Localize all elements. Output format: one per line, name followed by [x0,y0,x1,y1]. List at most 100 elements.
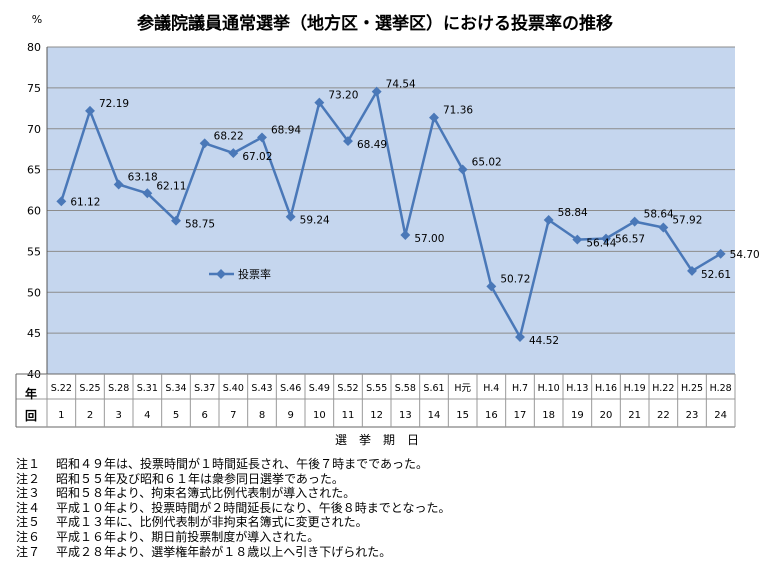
x-round-label: 3 [115,410,121,421]
data-marker [228,148,239,159]
data-label: 57.00 [414,233,444,245]
x-category-label: H.19 [624,383,646,394]
note-6: 注６ 平成１６年より、期日前投票制度が導入された。 [16,530,756,545]
note-label: 注３ [16,486,41,501]
x-category-label: S.43 [251,383,272,394]
data-label: 58.64 [644,209,674,221]
x-category-label: S.40 [223,383,244,394]
data-label: 56.44 [586,238,616,250]
x-round-label: 9 [287,410,293,421]
y-axis-unit: % [32,13,42,26]
data-marker [400,230,411,240]
note-text: 平成１３年に、比例代表制が非拘束名簿式に変更された。 [56,515,368,530]
y-tick-label: 80 [27,41,41,54]
data-marker [486,281,497,292]
x-round-label: 8 [259,410,265,421]
x-round-label: 22 [657,410,670,421]
y-tick-label: 50 [27,286,41,299]
turnout-chart: 参議院議員通常選挙（地方区・選挙区）における投票率の推移 % 404550556… [15,13,760,447]
data-label: 56.57 [615,234,645,246]
data-marker [199,138,210,149]
data-label: 65.02 [472,156,502,168]
data-marker [142,188,153,199]
note-label: 注７ [16,544,41,559]
x-round-label: 18 [542,410,555,421]
x-category-label: H.28 [710,383,732,394]
x-category-label: S.37 [194,383,215,394]
data-label: 68.94 [271,124,301,136]
legend-label: 投票率 [238,267,271,281]
x-round-label: 16 [485,410,498,421]
data-marker [85,105,95,116]
x-category-label: S.58 [395,383,416,394]
note-text: 昭和４９年は、投票時間が１時間延長され、午後７時までであった。 [56,457,429,471]
data-marker [285,211,296,222]
x-round-label: 12 [370,410,383,421]
data-marker [257,132,267,143]
x-round-label: 21 [628,410,641,421]
x-round-label: 11 [342,410,355,421]
row-header-year: 年 [25,386,37,401]
y-tick-label: 55 [27,245,41,258]
legend: 投票率 [209,267,271,281]
data-marker [572,234,583,245]
note-5: 注５ 平成１３年に、比例代表制が非拘束名簿式に変更された。 [16,515,756,530]
x-round-label: 20 [600,410,613,421]
x-category-label: S.55 [366,383,387,394]
data-label: 73.20 [328,90,358,102]
data-label: 57.92 [672,215,702,227]
note-4: 注４ 平成１０年より、投票時間が２時間延長になり、午後８時までとなった。 [16,501,756,516]
x-category-label: S.34 [165,383,186,394]
x-round-label: 13 [399,410,412,421]
data-marker [715,248,726,259]
x-category-label: S.52 [337,383,358,394]
data-label: 67.02 [242,151,272,163]
category-table-grid [15,373,736,428]
data-marker [543,215,554,225]
data-marker [343,136,353,147]
x-category-label: S.61 [423,383,444,394]
x-category-label: S.31 [137,383,158,394]
x-axis-rounds: 1 2 3 4 5 6 7 8 9 10 11 12 13 14 15 16 17 18 19 20 21 22 23 24 [58,410,727,421]
x-category-label: S.28 [108,383,129,394]
x-round-label: 23 [686,410,699,421]
data-label: 50.72 [500,273,530,285]
data-label: 54.70 [730,249,760,261]
data-label: 63.18 [128,172,158,184]
x-category-label: H.10 [538,383,560,394]
data-label: 71.36 [443,105,473,117]
x-category-label: H.13 [566,383,588,394]
x-axis-categories: S.22 S.25 S.28 S.31 S.34 S.37 S.40 S.43 S.46 S.49… [51,383,732,394]
data-marker [629,216,640,227]
y-tick-label: 60 [27,205,41,218]
chart-title: 参議院議員通常選挙（地方区・選挙区）における投票率の推移 [137,13,613,34]
data-marker [457,164,468,175]
x-round-label: 10 [313,410,326,421]
x-category-label: H.25 [681,383,703,394]
data-label: 74.54 [386,79,416,91]
data-label: 72.19 [99,98,129,110]
data-marker [601,233,611,244]
x-category-label: H元 [454,383,471,394]
x-category-label: H.22 [652,383,674,394]
x-category-label: H.7 [512,383,528,394]
note-text: 平成１６年より、期日前投票制度が導入された。 [56,529,320,544]
x-category-label: S.25 [79,383,100,394]
note-3: 注３ 昭和５８年より、拘束名簿式比例代表制が導入された。 [16,486,756,501]
data-label: 44.52 [529,335,559,347]
y-tick-label: 70 [27,123,41,136]
data-marker [515,332,525,342]
note-label: 注５ [16,515,41,530]
note-text: 昭和５５年及び昭和６１年は衆参同日選挙であった。 [56,471,344,486]
note-7: 注７ 平成２８年より、選挙権年齢が１８歳以上へ引き下げられた。 [16,545,756,560]
x-category-label: H.4 [483,383,499,394]
x-round-label: 15 [456,410,469,421]
note-label: 注２ [16,471,41,486]
x-round-label: 14 [428,410,441,421]
note-label: 注６ [16,529,41,544]
x-round-label: 6 [201,410,207,421]
note-text: 平成１０年より、投票時間が２時間延長になり、午後８時までとなった。 [56,500,451,515]
data-marker [171,215,181,226]
